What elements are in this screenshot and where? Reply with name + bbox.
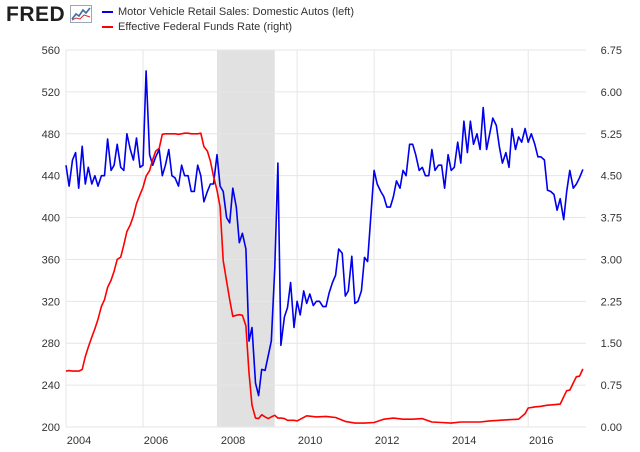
legend-entry-fed-funds: Effective Federal Funds Rate (right)	[102, 21, 292, 33]
right-tick-label: 5.25	[601, 129, 622, 141]
x-tick-label: 2006	[144, 435, 168, 447]
series-line-fed-funds	[65, 132, 584, 424]
fred-logo[interactable]: FRED	[6, 3, 66, 26]
series-lines	[65, 70, 584, 424]
recession-band	[216, 50, 275, 427]
x-tick-label: 2004	[67, 435, 91, 447]
left-tick-label: 280	[42, 338, 60, 350]
right-tick-label: 2.25	[601, 296, 622, 308]
x-tick-label: 2010	[298, 435, 322, 447]
x-tick-label: 2014	[452, 435, 476, 447]
line-graph-icon	[70, 5, 92, 23]
fred-header: FRED Motor Vehicle Retail Sales: Domesti…	[0, 0, 640, 42]
x-tick-label: 2016	[529, 435, 553, 447]
right-tick-label: 3.00	[601, 254, 622, 266]
plot-background	[66, 50, 586, 427]
left-tick-label: 520	[42, 87, 60, 99]
x-tick-label: 2012	[375, 435, 399, 447]
left-tick-label: 440	[42, 171, 60, 183]
left-axis-tick-labels: 200 240 280 320 360 400 440 480 520 560	[42, 45, 60, 434]
right-axis-tick-labels: 0.00 0.75 1.50 2.25 3.00 3.75 4.50 5.25 6.00 6.75	[601, 45, 622, 434]
left-tick-label: 240	[42, 380, 60, 392]
left-tick-label: 320	[42, 296, 60, 308]
right-tick-label: 4.50	[601, 171, 622, 183]
right-tick-label: 1.50	[601, 338, 622, 350]
left-tick-label: 200	[42, 422, 60, 434]
x-tick-label: 2008	[221, 435, 245, 447]
right-tick-label: 3.75	[601, 213, 622, 225]
right-tick-label: 6.75	[601, 45, 622, 57]
recession-shading	[216, 50, 275, 427]
legend-label-domestic-autos: Motor Vehicle Retail Sales: Domestic Aut…	[118, 6, 354, 18]
right-tick-label: 0.75	[601, 380, 622, 392]
left-tick-label: 360	[42, 254, 60, 266]
vertical-gridlines	[65, 50, 529, 427]
left-tick-label: 400	[42, 213, 60, 225]
left-tick-label: 560	[42, 45, 60, 57]
horizontal-gridlines	[66, 49, 586, 428]
left-tick-label: 480	[42, 129, 60, 141]
x-axis-tick-labels: 2004 2006 2008 2010 2012 2014 2016	[67, 435, 554, 447]
legend-label-fed-funds: Effective Federal Funds Rate (right)	[118, 21, 293, 33]
right-tick-label: 0.00	[601, 422, 622, 434]
right-tick-label: 6.00	[601, 87, 622, 99]
plot-area	[66, 50, 586, 427]
legend-swatch-domestic-autos	[102, 11, 113, 13]
legend-swatch-fed-funds	[102, 26, 113, 28]
legend-entry-domestic-autos: Motor Vehicle Retail Sales: Domestic Aut…	[102, 6, 354, 18]
